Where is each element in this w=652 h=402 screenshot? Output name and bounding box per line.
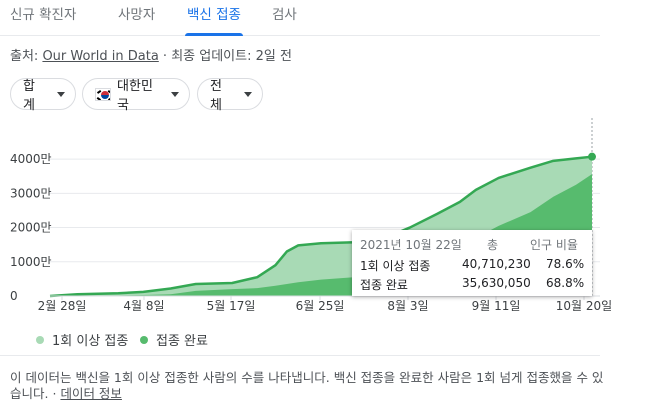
x-tick-label: 10월 20일	[556, 299, 612, 313]
group-filter-dropdown[interactable]: 전체	[197, 78, 263, 113]
x-tick-label: 5월 17일	[207, 299, 256, 313]
tooltip-row-label: 접종 완료	[360, 278, 408, 292]
footnote-separator: ·	[52, 386, 57, 401]
chevron-down-icon	[244, 91, 252, 97]
legend-label: 접종 완료	[156, 334, 208, 349]
y-tick-label: 2000만	[10, 221, 52, 235]
tab-vaccinations[interactable]: 백신 접종	[185, 4, 243, 36]
tab-deaths[interactable]: 사망자	[118, 7, 156, 23]
group-filter-label: 전체	[210, 79, 222, 113]
tooltip-row-ratio: 78.6%	[546, 257, 585, 271]
y-tick-label: 3000만	[10, 186, 52, 200]
tooltip-total-header: 총	[487, 238, 499, 252]
divider	[0, 355, 600, 356]
tooltip-row-total: 40,710,230	[462, 257, 531, 271]
source-prefix: 출처:	[10, 49, 43, 64]
legend-label: 1회 이상 접종	[52, 334, 129, 349]
total-filter-label: 합계	[23, 79, 35, 113]
tab-tests[interactable]: 검사	[272, 7, 297, 23]
total-filter-dropdown[interactable]: 합계	[10, 78, 76, 113]
tooltip-row-label: 1회 이상 접종	[360, 259, 431, 273]
highlight-point	[588, 152, 596, 161]
chevron-down-icon	[171, 91, 179, 97]
x-tick-label: 8월 3일	[387, 299, 428, 313]
y-tick-label: 4000만	[10, 152, 52, 166]
x-tick-label: 4월 8일	[123, 299, 164, 313]
tab-new-cases[interactable]: 신규 확진자	[10, 7, 77, 23]
tab-bar: 신규 확진자 사망자 백신 접종 검사	[0, 0, 600, 36]
chevron-down-icon	[57, 91, 65, 97]
y-tick-label: 1000만	[10, 255, 52, 269]
country-filter-label: 대한민국	[117, 79, 153, 113]
x-tick-label: 2월 28일	[38, 299, 87, 313]
y-tick-label: 0	[10, 289, 18, 303]
country-filter-dropdown[interactable]: 대한민국	[82, 78, 190, 113]
korea-flag-icon	[95, 87, 112, 101]
x-tick-label: 9월 11일	[472, 299, 521, 313]
tooltip-row-ratio: 68.8%	[546, 276, 585, 290]
tooltip-ratio-header: 인구 비율	[530, 238, 578, 252]
footnote-text: 이 데이터는 백신을 1회 이상 접종한 사람의 수를 나타냅니다. 백신 접종…	[10, 370, 604, 401]
first-dose-line	[49, 155, 593, 298]
legend-dot	[36, 335, 44, 344]
x-tick-label: 6월 25일	[296, 299, 345, 313]
source-link[interactable]: Our World in Data	[42, 49, 159, 64]
tooltip-row-total: 35,630,050	[462, 276, 531, 290]
source-line: 출처: Our World in Data · 최종 업데이트: 2일 전	[10, 45, 292, 64]
footnote: 이 데이터는 백신을 1회 이상 접종한 사람의 수를 나타냅니다. 백신 접종…	[10, 370, 610, 402]
chart-tooltip: 2021년 10월 22일 총 인구 비율 1회 이상 접종 40,710,23…	[352, 230, 592, 296]
data-info-link[interactable]: 데이터 정보	[60, 386, 122, 401]
update-info: · 최종 업데이트: 2일 전	[158, 49, 292, 64]
legend-item-first-dose: 1회 이상 접종	[36, 330, 128, 349]
tooltip-date: 2021년 10월 22일	[360, 238, 462, 252]
legend-item-fully-vaccinated: 접종 완료	[140, 330, 208, 349]
legend-dot	[140, 335, 148, 344]
